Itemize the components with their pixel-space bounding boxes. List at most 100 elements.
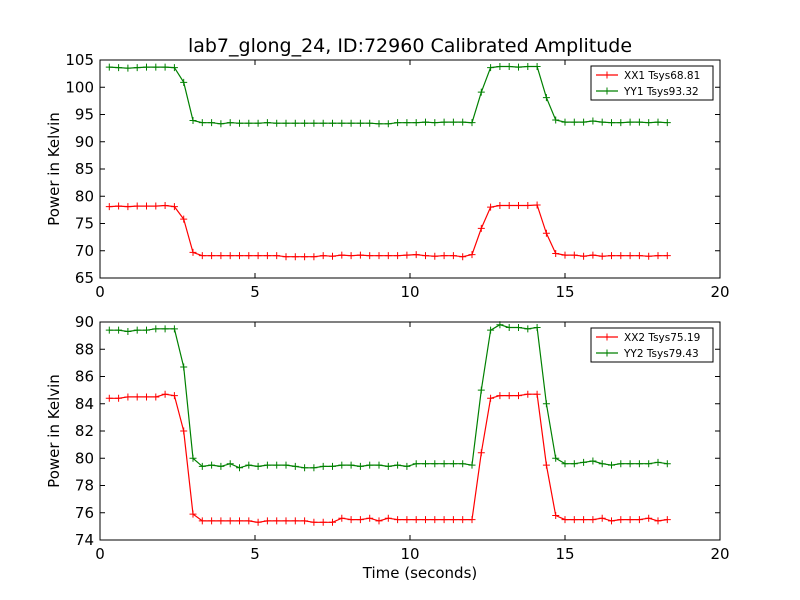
data-point	[542, 229, 550, 237]
data-point	[496, 202, 504, 210]
y-tick-label: 105	[65, 51, 94, 69]
data-point	[115, 64, 123, 72]
data-point	[338, 461, 346, 469]
data-point	[477, 224, 485, 232]
data-point	[347, 461, 355, 469]
bottom-plot: 0 5 10 15 20 74 76 78 80 82 84 86 88 90 Power in Kelvi…	[45, 313, 730, 582]
data-point	[375, 252, 383, 260]
data-point	[431, 119, 439, 127]
y-tick-label: 76	[75, 504, 94, 522]
y-tick-label: 84	[75, 395, 94, 413]
data-point	[189, 510, 197, 518]
data-point	[542, 461, 550, 469]
data-point	[329, 119, 336, 127]
data-point	[403, 251, 411, 259]
y-tick-label: 80	[75, 187, 94, 205]
data-point	[449, 516, 457, 524]
data-point	[505, 323, 513, 331]
legend-marker	[603, 87, 611, 95]
data-point	[217, 252, 225, 260]
data-point	[580, 118, 588, 126]
data-point	[161, 390, 169, 398]
data-point	[384, 120, 392, 128]
data-point	[552, 249, 560, 257]
data-point	[282, 253, 290, 261]
data-point	[208, 119, 216, 127]
data-point	[263, 461, 271, 469]
legend-label: YY1 Tsys93.32	[623, 86, 699, 98]
data-point	[366, 514, 374, 522]
data-point	[394, 119, 402, 127]
data-point	[189, 454, 197, 462]
data-point	[170, 64, 178, 72]
data-point	[375, 517, 383, 525]
data-point	[143, 326, 150, 334]
data-point	[477, 449, 485, 457]
data-point	[598, 118, 606, 126]
data-point	[143, 202, 150, 210]
data-point	[570, 251, 578, 259]
y-tick-label: 75	[75, 215, 94, 233]
y-tick-label: 74	[75, 531, 94, 549]
y-tick-label: 65	[75, 269, 94, 287]
data-point	[552, 454, 560, 462]
data-point	[422, 252, 429, 260]
data-point	[608, 517, 615, 525]
data-point	[133, 326, 141, 334]
data-point	[403, 119, 411, 127]
data-point	[459, 253, 467, 261]
data-point	[487, 394, 495, 402]
data-point	[384, 252, 392, 260]
data-point	[561, 251, 569, 259]
data-point	[598, 460, 606, 468]
x-tick-label: 20	[710, 283, 729, 301]
data-point	[654, 517, 662, 525]
data-point	[375, 120, 383, 128]
data-point	[180, 215, 188, 223]
data-point	[487, 203, 495, 211]
y-tick-label: 95	[75, 106, 94, 124]
data-point	[226, 517, 234, 525]
data-point	[347, 516, 355, 524]
data-point	[459, 460, 467, 468]
legend-marker	[603, 71, 611, 79]
data-point	[115, 394, 123, 402]
x-tick-label: 15	[555, 283, 574, 301]
data-point	[635, 460, 643, 468]
data-point	[170, 325, 178, 333]
data-point	[291, 517, 299, 525]
data-point	[608, 252, 615, 260]
legend-label: XX1 Tsys68.81	[624, 70, 700, 82]
data-point	[236, 464, 243, 472]
data-point	[524, 202, 532, 210]
data-point	[542, 400, 550, 408]
data-point	[477, 386, 485, 394]
data-point	[403, 516, 411, 524]
data-point	[440, 252, 448, 260]
data-point	[570, 460, 578, 468]
data-point	[310, 464, 318, 472]
data-point	[356, 462, 364, 470]
data-point	[496, 63, 504, 71]
x-tick-label: 10	[400, 283, 419, 301]
data-point	[505, 202, 513, 210]
data-point	[180, 78, 188, 86]
data-point	[301, 119, 309, 127]
data-point	[356, 516, 364, 524]
x-tick-label: 0	[95, 283, 105, 301]
data-point	[533, 390, 541, 398]
legend-box	[590, 327, 714, 363]
data-point	[580, 458, 588, 466]
data-point	[598, 252, 606, 260]
data-point	[356, 119, 364, 127]
data-point	[645, 460, 653, 468]
data-point	[347, 252, 355, 260]
data-point	[570, 118, 578, 126]
data-point	[347, 119, 355, 127]
data-point	[329, 462, 336, 470]
data-point	[617, 516, 625, 524]
data-point	[663, 460, 671, 468]
data-point	[161, 63, 169, 71]
data-point	[319, 518, 327, 526]
data-point	[375, 461, 383, 469]
